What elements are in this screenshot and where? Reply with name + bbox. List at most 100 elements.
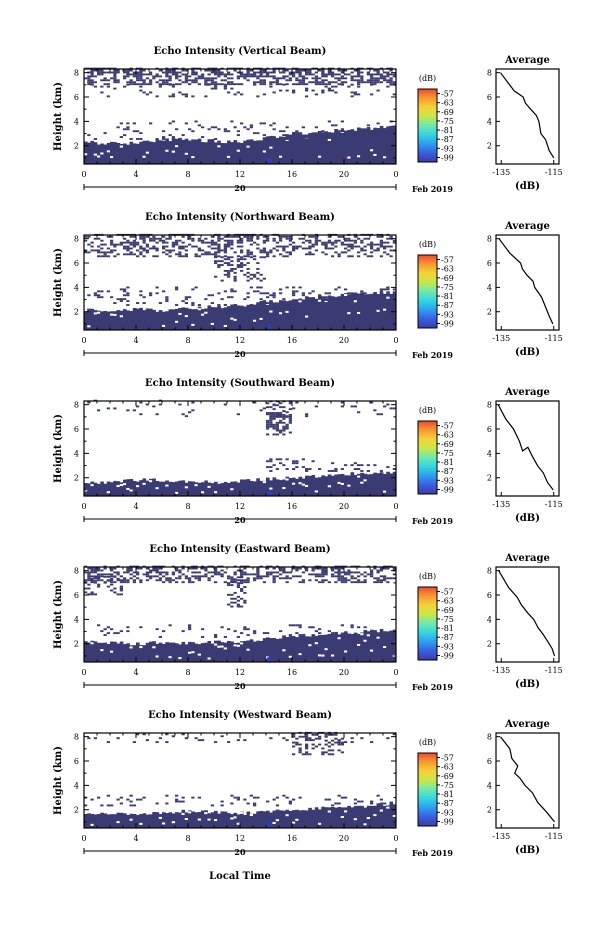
x-tick-label: 8 <box>185 668 190 677</box>
colorbar-tick-label: -69 <box>441 440 454 449</box>
y-tick-label: 4 <box>74 781 79 790</box>
avg-y-tick-label: 2 <box>487 806 492 815</box>
y-axis-label: Height (km) <box>53 82 64 151</box>
avg-x-tick-label: -115 <box>545 334 563 343</box>
avg-y-tick-label: 6 <box>487 425 492 434</box>
avg-x-label: (dB) <box>515 513 540 524</box>
avg-y-tick-label: 6 <box>487 259 492 268</box>
y-tick-label: 6 <box>74 93 79 102</box>
avg-y-tick-label: 6 <box>487 757 492 766</box>
y-tick-label: 8 <box>74 733 79 742</box>
colorbar-tick-label: -69 <box>441 108 454 117</box>
x-tick-label: 0 <box>81 834 86 843</box>
heatmap-cells <box>84 233 397 330</box>
x-tick-label: 20 <box>339 170 349 179</box>
y-tick-label: 8 <box>74 69 79 78</box>
x-tick-label: 4 <box>133 170 138 179</box>
heatmap-cells <box>84 731 397 828</box>
x-tick-label: 0 <box>81 668 86 677</box>
avg-x-label: (dB) <box>515 347 540 358</box>
colorbar-tick-label: -93 <box>441 310 454 319</box>
date-label: 20 <box>234 183 246 193</box>
x-tick-label: 16 <box>287 170 297 179</box>
y-tick-label: 6 <box>74 757 79 766</box>
colorbar-tick-label: -93 <box>441 144 454 153</box>
colorbar-unit: (dB) <box>419 74 436 83</box>
avg-profile-line <box>498 570 556 657</box>
y-axis-label: Height (km) <box>53 248 64 317</box>
colorbar-tick-label: -63 <box>441 431 454 440</box>
date-label: 20 <box>234 349 246 359</box>
month-label: Feb 2019 <box>412 184 453 194</box>
panel-1: Echo Intensity (Vertical Beam) 0 4 8 12 16 20 0… <box>53 46 563 194</box>
colorbar-tick-label: -81 <box>441 292 454 301</box>
colorbar-tick-label: -69 <box>441 606 454 615</box>
colorbar-unit: (dB) <box>419 572 436 581</box>
colorbar-tick-label: -99 <box>441 319 454 328</box>
x-tick-label: 0 <box>393 170 398 179</box>
colorbar-tick-label: -81 <box>441 624 454 633</box>
colorbar-tick-label: -81 <box>441 126 454 135</box>
avg-frame <box>495 234 560 331</box>
y-tick-label: 8 <box>74 235 79 244</box>
colorbar-tick-label: -69 <box>441 274 454 283</box>
avg-x-tick-label: -115 <box>545 666 563 675</box>
month-label: Feb 2019 <box>412 848 453 858</box>
x-tick-label: 8 <box>185 834 190 843</box>
x-tick-label: 0 <box>393 834 398 843</box>
x-tick-label: 20 <box>339 668 349 677</box>
colorbar-unit: (dB) <box>419 406 436 415</box>
colorbar-tick-label: -99 <box>441 485 454 494</box>
colorbar-tick-label: -75 <box>441 781 454 790</box>
y-tick-label: 4 <box>74 117 79 126</box>
x-tick-label: 4 <box>133 502 138 511</box>
y-tick-label: 6 <box>74 591 79 600</box>
colorbar <box>417 420 438 495</box>
y-tick-label: 4 <box>74 615 79 624</box>
colorbar-tick-label: -75 <box>441 283 454 292</box>
x-tick-label: 20 <box>339 834 349 843</box>
x-tick-label: 12 <box>235 336 245 345</box>
y-tick-label: 8 <box>74 401 79 410</box>
avg-y-tick-label: 4 <box>487 283 492 292</box>
colorbar-tick-label: -87 <box>441 135 454 144</box>
avg-title: Average <box>504 387 550 398</box>
x-tick-label: 12 <box>235 668 245 677</box>
avg-y-tick-label: 8 <box>487 733 492 742</box>
avg-frame <box>495 68 560 165</box>
y-axis-label: Height (km) <box>53 414 64 483</box>
y-axis-label: Height (km) <box>53 580 64 649</box>
x-tick-label: 0 <box>393 668 398 677</box>
panel-title: Echo Intensity (Northward Beam) <box>145 212 335 223</box>
panel-title: Echo Intensity (Westward Beam) <box>148 710 332 721</box>
colorbar-tick-label: -93 <box>441 476 454 485</box>
avg-x-tick-label: -135 <box>492 500 510 509</box>
y-tick-label: 6 <box>74 259 79 268</box>
y-tick-label: 4 <box>74 283 79 292</box>
panel-title: Echo Intensity (Southward Beam) <box>145 378 335 389</box>
x-tick-label: 0 <box>81 502 86 511</box>
month-label: Feb 2019 <box>412 350 453 360</box>
y-tick-label: 2 <box>74 142 79 151</box>
avg-y-tick-label: 4 <box>487 449 492 458</box>
heatmap-cells <box>84 67 397 164</box>
colorbar-tick-label: -99 <box>441 651 454 660</box>
avg-y-tick-label: 4 <box>487 615 492 624</box>
colorbar-tick-label: -57 <box>441 754 454 763</box>
avg-profile-line <box>498 238 554 325</box>
colorbar-tick-label: -87 <box>441 301 454 310</box>
avg-x-label: (dB) <box>515 181 540 192</box>
x-tick-label: 4 <box>133 834 138 843</box>
heatmap-cells <box>84 565 397 662</box>
avg-x-label: (dB) <box>515 679 540 690</box>
avg-y-tick-label: 2 <box>487 474 492 483</box>
avg-x-tick-label: -115 <box>545 832 563 841</box>
month-label: Feb 2019 <box>412 516 453 526</box>
avg-y-tick-label: 8 <box>487 69 492 78</box>
colorbar-tick-label: -99 <box>441 817 454 826</box>
x-tick-label: 8 <box>185 502 190 511</box>
x-tick-label: 0 <box>393 502 398 511</box>
colorbar-tick-label: -75 <box>441 615 454 624</box>
y-tick-label: 2 <box>74 806 79 815</box>
avg-title: Average <box>504 221 550 232</box>
